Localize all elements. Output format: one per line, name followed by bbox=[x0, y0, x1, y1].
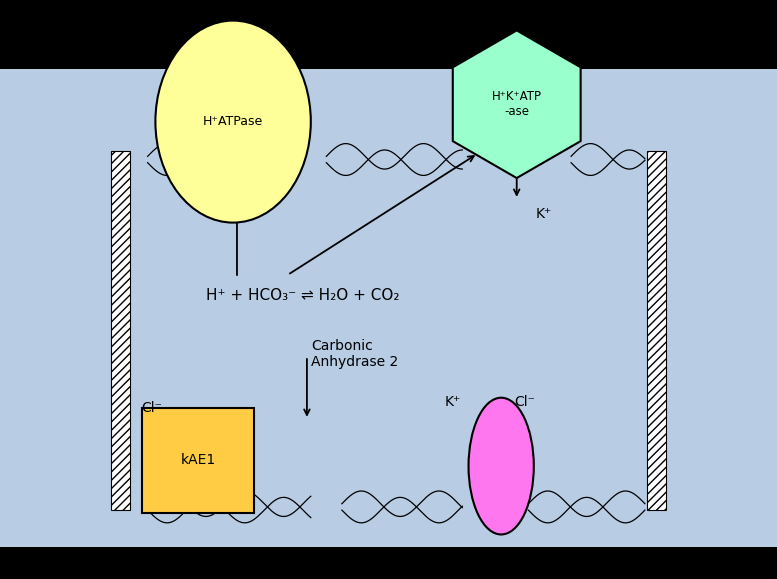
Text: K⁺: K⁺ bbox=[445, 395, 461, 409]
Text: Carbonic
Anhydrase 2: Carbonic Anhydrase 2 bbox=[311, 339, 398, 369]
Bar bbox=[0, 547, 777, 579]
Ellipse shape bbox=[469, 398, 534, 534]
Text: H⁺K⁺ATP
-ase: H⁺K⁺ATP -ase bbox=[492, 90, 542, 118]
Text: kAE1: kAE1 bbox=[180, 453, 216, 467]
Bar bbox=[110, 151, 130, 510]
Text: Cl⁻: Cl⁻ bbox=[141, 401, 162, 415]
Text: Cl⁻: Cl⁻ bbox=[514, 395, 535, 409]
Text: K⁺: K⁺ bbox=[536, 207, 552, 221]
Polygon shape bbox=[453, 31, 580, 178]
Text: H⁺ + HCO₃⁻ ⇌ H₂O + CO₂: H⁺ + HCO₃⁻ ⇌ H₂O + CO₂ bbox=[206, 288, 400, 303]
Bar bbox=[141, 408, 255, 513]
Ellipse shape bbox=[155, 21, 311, 222]
Bar bbox=[646, 151, 667, 510]
Text: H⁺ATPase: H⁺ATPase bbox=[203, 115, 263, 128]
Bar bbox=[0, 0, 777, 69]
